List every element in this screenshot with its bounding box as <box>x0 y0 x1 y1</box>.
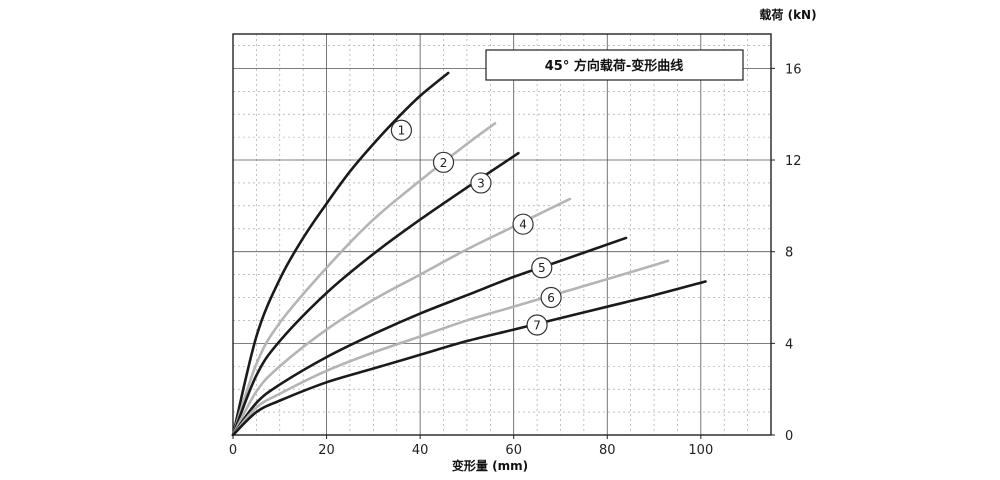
curve-label-circle <box>540 286 562 309</box>
curve-label-text: 3 <box>477 176 485 190</box>
series-line-7 <box>231 280 707 437</box>
curve-label-circle <box>470 172 492 194</box>
x-tick-label: 20 <box>318 443 335 458</box>
curve-label-2: 2 <box>432 151 455 173</box>
curve-label-circle <box>390 119 413 141</box>
curve-label-text: 1 <box>398 124 406 138</box>
x-tick-label: 80 <box>599 443 616 458</box>
curve-label-6: 6 <box>540 286 562 309</box>
series-line-6 <box>231 259 670 437</box>
curve-label-circle <box>526 314 548 336</box>
y-tick-label: 8 <box>785 246 793 261</box>
curve-label-text: 5 <box>538 261 546 275</box>
series-line-1 <box>231 71 450 437</box>
curve-label-text: 4 <box>519 218 527 232</box>
series-line-3 <box>231 151 520 437</box>
x-axis-title: 变形量 (mm) <box>452 458 528 473</box>
plot-frame <box>232 33 772 436</box>
curve-label-text: 6 <box>547 291 555 305</box>
curve-label-text: 7 <box>533 319 541 333</box>
curve-label-text: 2 <box>440 156 448 170</box>
curve-label-4: 4 <box>512 213 534 235</box>
curve-label-circle <box>531 257 553 279</box>
y-tick-label: 12 <box>785 154 802 169</box>
series-line-4 <box>231 197 572 437</box>
curve-label-circle <box>512 213 534 235</box>
curve-label-7: 7 <box>526 314 548 336</box>
y-axis-title: 载荷 (kN) <box>759 7 816 22</box>
chart-title: 45° 方向载荷-变形曲线 <box>545 58 684 74</box>
curve-labels: 1 2 3 4 5 67 <box>390 119 562 336</box>
y-tick-label: 0 <box>785 429 793 444</box>
curve-label-3: 3 <box>470 172 492 194</box>
curve-label-1: 1 <box>390 119 413 141</box>
x-tick-label: 40 <box>412 443 429 458</box>
x-tick-label: 100 <box>688 443 713 458</box>
x-tick-label: 60 <box>505 443 522 458</box>
curve-label-5: 5 <box>531 257 553 279</box>
x-tick-label: 0 <box>229 443 237 458</box>
title-box-frame <box>485 49 744 81</box>
series-line-2 <box>231 122 497 437</box>
y-tick-label: 4 <box>785 337 793 352</box>
y-tick-label: 16 <box>785 62 802 77</box>
title-box: 45° 方向载荷-变形曲线 <box>485 49 744 81</box>
curve-label-circle <box>432 151 455 173</box>
